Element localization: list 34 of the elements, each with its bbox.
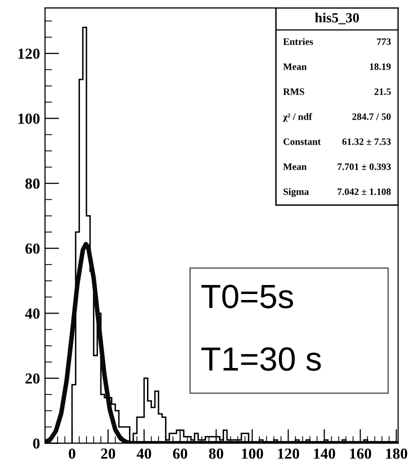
y-tick-label: 60 bbox=[25, 243, 40, 254]
y-tick-label: 0 bbox=[33, 438, 40, 449]
x-tick-label: 160 bbox=[350, 448, 372, 459]
x-tick-label: 120 bbox=[278, 448, 300, 459]
y-tick-label: 120 bbox=[18, 48, 40, 59]
y-tick-label: 80 bbox=[25, 178, 40, 189]
annotation: 284.7 / 50 bbox=[352, 113, 391, 120]
x-tick-label: 100 bbox=[242, 448, 264, 459]
annotation: χ² / ndf bbox=[282, 113, 312, 122]
y-tick-label: 40 bbox=[25, 308, 40, 319]
annotation: 61.32 ± 7.53 bbox=[342, 138, 391, 146]
chart-title: his5_30 bbox=[315, 12, 359, 24]
annotation: 18.19 bbox=[370, 63, 391, 70]
y-tick-label: 100 bbox=[18, 114, 40, 124]
x-tick-label: 20 bbox=[101, 448, 116, 459]
annotation: 7.701 ± 0.393 bbox=[338, 163, 391, 170]
annotation: T0=5s bbox=[201, 284, 294, 308]
x-tick-label: 40 bbox=[136, 448, 152, 459]
annotation: Sigma bbox=[284, 188, 309, 198]
y-tick-label: 20 bbox=[26, 373, 40, 384]
annotation: Mean bbox=[283, 164, 307, 170]
annotation: 7.042 ± 1.108 bbox=[338, 188, 391, 196]
x-tick-label: 180 bbox=[386, 448, 408, 459]
annotation: Mean bbox=[283, 63, 307, 70]
annotation: 21.5 bbox=[374, 88, 391, 95]
x-tick-label: 0 bbox=[68, 448, 76, 459]
annotation: T1=30 s bbox=[201, 347, 321, 371]
annotation: RMS bbox=[283, 88, 304, 95]
annotation: Entries bbox=[283, 38, 314, 45]
annotation: Constant bbox=[283, 138, 321, 145]
x-tick-label: 80 bbox=[209, 448, 224, 459]
x-tick-label: 60 bbox=[173, 448, 188, 459]
annotation: 773 bbox=[377, 38, 391, 45]
x-tick-label: 140 bbox=[314, 448, 336, 459]
